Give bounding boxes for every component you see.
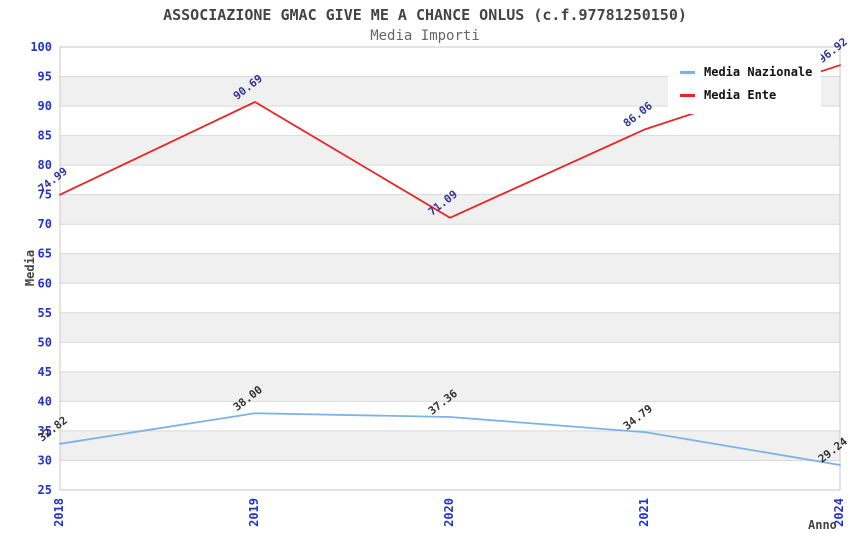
y-tick-label: 50 [38,335,52,349]
plot-band [60,312,840,343]
plot-band [60,430,840,461]
y-tick-label: 30 [38,453,52,467]
plot-border [59,46,841,491]
y-tick-label: 75 [38,188,52,202]
plot-band [60,460,840,490]
x-tick-label: 2021 [637,498,651,527]
y-tick-label: 45 [38,365,52,379]
y-axis-title: Media [23,249,37,287]
legend-swatch-media-ente [680,93,695,97]
legend-item-media-ente: Media Ente [680,85,812,105]
plot-band [60,283,840,313]
plot-band [60,253,840,284]
chart-title: ASSOCIAZIONE GMAC GIVE ME A CHANCE ONLUS… [163,6,687,24]
y-tick-label: 70 [38,217,52,231]
x-tick-label: 2020 [442,498,456,527]
plot-band [60,342,840,372]
chart-subtitle: Media Importi [370,28,480,44]
x-tick-label: 2024 [832,498,846,527]
plot-band [60,165,840,195]
y-tick-label: 100 [30,40,52,54]
y-tick-label: 55 [38,306,52,320]
series-line-media-nazionale [59,412,841,466]
x-axis-title: Anno [808,518,837,532]
y-tick-label: 80 [38,158,52,172]
plot-band [60,224,840,254]
y-tick-label: 90 [38,99,52,113]
x-tick-label: 2018 [52,498,66,527]
legend: Media Nazionale Media Ente [668,55,822,114]
plot-band [60,194,840,225]
y-tick-label: 95 [38,70,52,84]
legend-label-media-nazionale: Media Nazionale [704,65,813,79]
legend-label-media-ente: Media Ente [704,88,777,102]
x-tick-label: 2019 [247,498,261,527]
legend-item-media-nazionale: Media Nazionale [680,62,812,82]
plot-band [60,135,840,166]
y-tick-label: 85 [38,129,52,143]
plot-band [60,371,840,402]
y-tick-label: 40 [38,394,52,408]
y-tick-label: 60 [38,276,52,290]
y-tick-label: 35 [38,424,52,438]
y-tick-label: 65 [38,247,52,261]
y-tick-label: 25 [38,483,52,497]
legend-swatch-media-nazionale [680,70,695,74]
